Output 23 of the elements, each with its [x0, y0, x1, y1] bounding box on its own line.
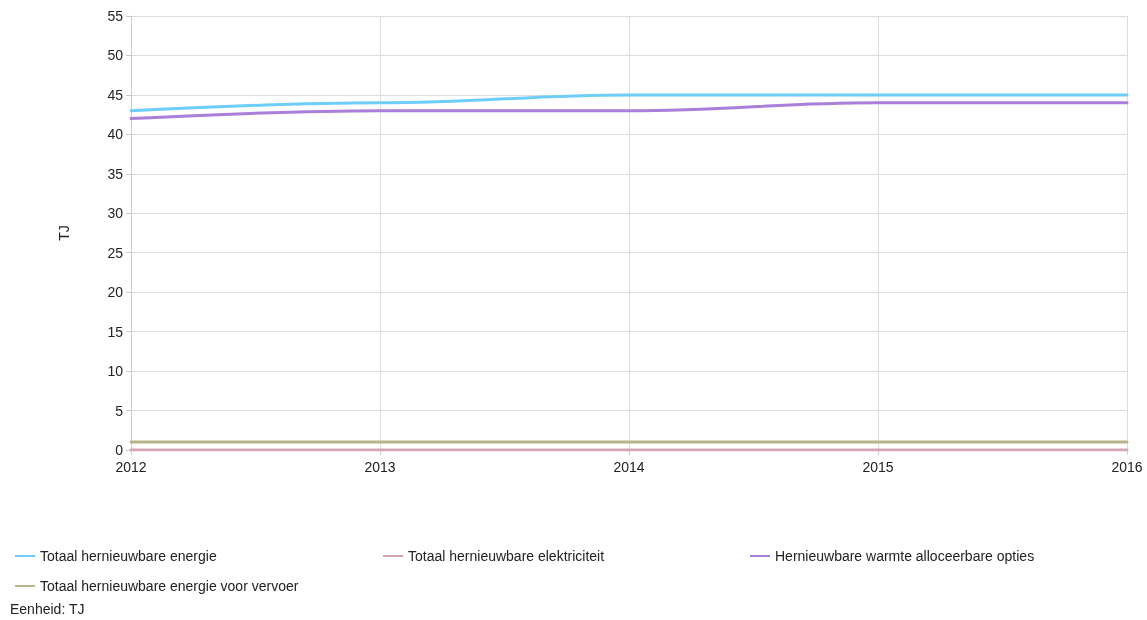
y-tick-label: 35 [107, 165, 124, 182]
y-tick-label: 40 [107, 126, 124, 143]
y-tick-label: 20 [107, 284, 124, 301]
y-tick-label: 30 [107, 205, 124, 222]
y-tick-label: 15 [107, 323, 124, 340]
y-tick-label: 5 [115, 402, 124, 419]
y-tick-label: 50 [107, 47, 124, 64]
text: Eenheid: TJ [10, 601, 85, 617]
y-axis-title: TJ [56, 225, 72, 241]
x-tick-label: 2015 [862, 459, 894, 475]
y-tick-label: 0 [115, 442, 124, 458]
legend-label: Totaal hernieuwbare energie [40, 548, 217, 564]
x-tick-label: 2014 [613, 459, 645, 475]
x-tick-label: 2012 [115, 459, 147, 475]
y-tick-label: 25 [107, 244, 124, 261]
legend-label: Hernieuwbare warmte alloceerbare opties [775, 548, 1035, 564]
y-tick-label: 10 [107, 363, 124, 380]
x-tick-label: 2016 [1111, 459, 1143, 475]
y-tick-label: 45 [107, 86, 124, 103]
legend-label: Totaal hernieuwbare elektriciteit [408, 548, 605, 564]
y-tick-label: 55 [107, 8, 124, 24]
legend-label: Totaal hernieuwbare energie voor vervoer [40, 578, 299, 594]
x-tick-label: 2013 [364, 459, 396, 475]
